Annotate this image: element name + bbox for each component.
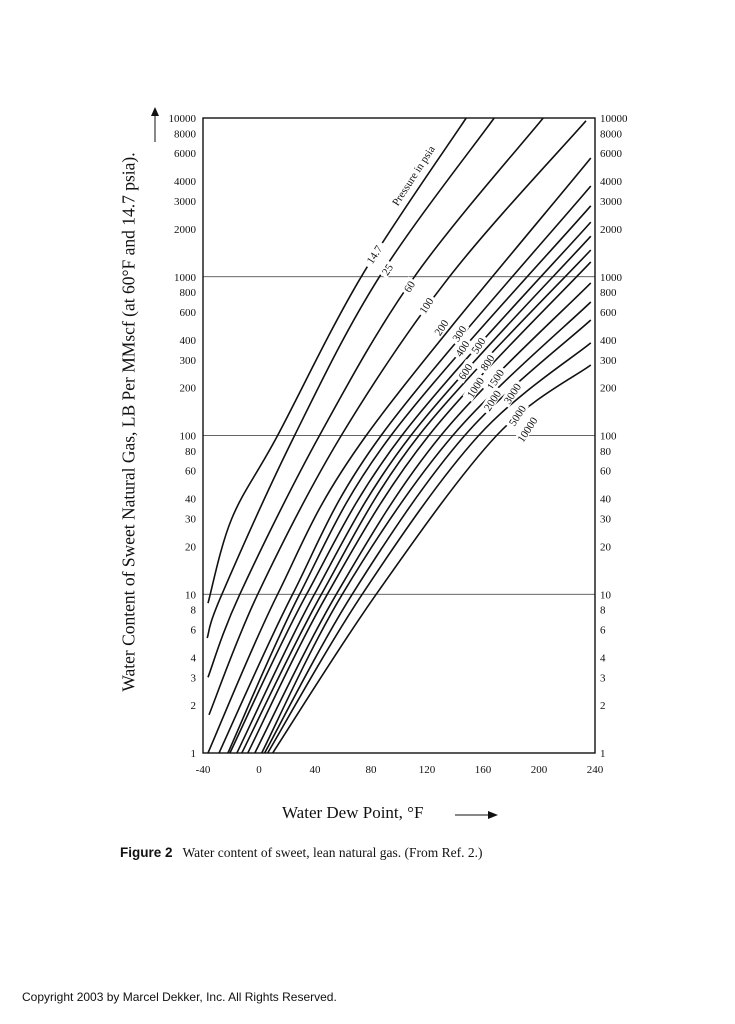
curve-10000-psia xyxy=(272,364,592,754)
caption-text: Water content of sweet, lean natural gas… xyxy=(182,845,483,860)
y-tick-label: 6000 xyxy=(174,148,197,160)
curve-5000-psia xyxy=(267,342,592,754)
curve-200-psia xyxy=(207,157,592,754)
curve-1500-psia xyxy=(254,282,592,754)
y-tick-label: 60 xyxy=(600,466,612,478)
curve-14.7-psia xyxy=(207,117,467,604)
y-tick-label: 40 xyxy=(185,494,197,506)
y-tick-label: 3 xyxy=(600,672,606,684)
y-tick-label: 4000 xyxy=(174,176,197,188)
x-tick-label: 160 xyxy=(475,764,492,776)
y-tick-label: 800 xyxy=(600,287,617,299)
curve-800-psia xyxy=(241,249,592,754)
curve-25-psia xyxy=(206,117,495,639)
x-tick-label: 80 xyxy=(366,764,378,776)
y-tick-label: 6000 xyxy=(600,148,623,160)
y-tick-label: 100 xyxy=(600,431,617,443)
y-tick-labels-left: 10000 8000 6000 4000 3000 2000 1000 800 600 400 30… xyxy=(169,113,197,760)
y-tick-label: 2 xyxy=(600,700,606,712)
curve-100-psia xyxy=(208,120,587,716)
y-axis-arrow-icon xyxy=(151,107,159,142)
curve-label-60: 60 xyxy=(399,276,418,296)
y-tick-label: 40 xyxy=(600,494,612,506)
x-tick-label: 240 xyxy=(587,764,604,776)
x-tick-label: 200 xyxy=(531,764,548,776)
y-tick-label: 300 xyxy=(180,355,197,367)
curve-label-200: 200 xyxy=(430,314,452,340)
y-tick-label: 600 xyxy=(600,307,617,319)
y-tick-label: 2000 xyxy=(174,224,197,236)
x-tick-label: -40 xyxy=(196,764,211,776)
y-tick-label: 3 xyxy=(191,672,197,684)
y-tick-label: 2000 xyxy=(600,224,623,236)
y-tick-label: 600 xyxy=(180,307,197,319)
y-tick-label: 8000 xyxy=(600,128,623,140)
y-tick-label: 20 xyxy=(185,541,197,553)
x-tick-label: 40 xyxy=(310,764,322,776)
x-tick-labels: -40 0 40 80 120 160 200 240 xyxy=(196,764,604,776)
plot-frame xyxy=(202,117,596,754)
pressure-curves xyxy=(206,117,592,754)
y-tick-label: 200 xyxy=(600,383,617,395)
figure-number: Figure 2 xyxy=(120,845,173,860)
y-tick-label: 3000 xyxy=(600,196,623,208)
curve-1000-psia xyxy=(247,261,592,754)
y-tick-label: 1000 xyxy=(600,272,623,284)
y-tick-label: 3000 xyxy=(174,196,197,208)
copyright-footer: Copyright 2003 by Marcel Dekker, Inc. Al… xyxy=(22,990,337,1004)
y-tick-label: 200 xyxy=(180,383,197,395)
curve-3000-psia xyxy=(263,319,592,754)
curve-label-25: 25 xyxy=(377,259,396,279)
y-tick-label: 2 xyxy=(191,700,197,712)
curve-300-psia xyxy=(218,185,592,754)
pressure-annotation: Pressure in psia xyxy=(380,130,445,221)
y-tick-label: 6 xyxy=(600,624,606,636)
x-axis-arrow-icon xyxy=(455,811,498,819)
curve-400-psia xyxy=(227,205,592,754)
y-tick-label: 4000 xyxy=(600,176,623,188)
y-tick-label: 30 xyxy=(600,514,612,526)
y-tick-label: 6 xyxy=(191,624,197,636)
y-tick-label: 80 xyxy=(185,446,197,458)
svg-text:Pressure in psia: Pressure in psia xyxy=(390,144,438,209)
y-tick-label: 10 xyxy=(185,589,197,601)
figure-caption: Figure 2 Water content of sweet, lean nat… xyxy=(120,845,482,861)
y-tick-label: 1000 xyxy=(174,272,197,284)
y-tick-labels-right: 10000 8000 6000 4000 3000 2000 1000 800 600 400 30… xyxy=(600,113,628,760)
curve-2000-psia xyxy=(260,301,592,754)
y-tick-label: 300 xyxy=(600,355,617,367)
y-tick-label: 800 xyxy=(180,287,197,299)
y-tick-label: 100 xyxy=(180,431,197,443)
y-tick-label: 30 xyxy=(185,514,197,526)
y-tick-label: 400 xyxy=(600,335,617,347)
y-axis-label: Water Content of Sweet Natural Gas, LB P… xyxy=(118,152,139,692)
y-tick-label: 10000 xyxy=(600,113,628,125)
y-tick-label: 4 xyxy=(600,652,606,664)
y-tick-label: 1 xyxy=(600,748,606,760)
gridlines xyxy=(203,276,595,595)
y-tick-label: 8 xyxy=(191,605,197,617)
y-tick-label: 10000 xyxy=(169,113,197,125)
y-tick-label: 20 xyxy=(600,541,612,553)
y-tick-label: 4 xyxy=(191,652,197,664)
y-tick-label: 60 xyxy=(185,466,197,478)
x-tick-label: 120 xyxy=(419,764,436,776)
y-tick-label: 10 xyxy=(600,589,612,601)
y-tick-label: 1 xyxy=(191,748,197,760)
y-tick-label: 80 xyxy=(600,446,612,458)
x-tick-label: 0 xyxy=(256,764,262,776)
y-tick-label: 8000 xyxy=(174,128,197,140)
y-tick-label: 400 xyxy=(180,335,197,347)
x-axis-label: Water Dew Point, °F xyxy=(282,803,424,822)
curve-500-psia xyxy=(229,221,592,754)
y-tick-label: 8 xyxy=(600,605,606,617)
curve-60-psia xyxy=(207,117,544,678)
curve-600-psia xyxy=(236,235,592,754)
